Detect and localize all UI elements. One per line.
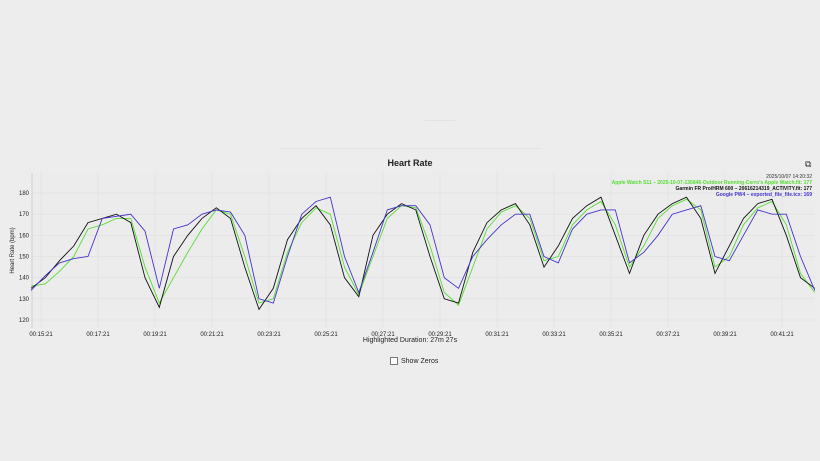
legend-header: 2025/10/07 14:20:32	[766, 174, 812, 180]
chart-title: Heart Rate	[387, 158, 433, 168]
series-line-2	[30, 196, 816, 311]
y-tick-label: 150	[19, 255, 30, 261]
legend-entry: Garmin FR Pro/HRM 600 – 20616214319_ACTI…	[676, 186, 813, 192]
x-tick-label: 00:35:21	[599, 332, 623, 338]
x-tick-label: 00:17:21	[86, 332, 110, 338]
y-tick-label: 160	[19, 233, 30, 239]
series-line-3	[30, 196, 816, 304]
divider	[425, 120, 455, 121]
highlighted-duration: Highlighted Duration: 27m 27s	[362, 337, 458, 344]
divider	[280, 148, 540, 149]
show-zeros-checkbox[interactable]: Show Zeros	[390, 357, 438, 365]
x-tick-label: 00:33:21	[542, 332, 566, 338]
show-zeros-label: Show Zeros	[401, 357, 439, 365]
heart-rate-chart: 120 130 140 150 160 170 180 00:15:21 00:17:21 00:…	[10, 173, 816, 338]
legend-entry: Apple Watch S11 – 2025-10-07-135846-Outd…	[612, 180, 813, 186]
y-tick-label: 180	[19, 191, 30, 197]
export-icon[interactable]: ⧉	[805, 159, 812, 169]
x-tick-label: 00:29:21	[428, 332, 452, 338]
plot-area	[32, 173, 815, 328]
x-tick-label: 00:31:21	[485, 332, 509, 338]
y-tick-label: 170	[19, 212, 30, 218]
x-tick-label: 00:27:21	[371, 332, 395, 338]
x-tick-label: 00:39:21	[713, 332, 737, 338]
x-tick-label: 00:25:21	[314, 332, 338, 338]
legend-entry: Google PW4 – exported_file_file.tcx: 169	[716, 192, 812, 198]
y-tick-label: 120	[19, 318, 30, 324]
x-tick-label: 00:19:21	[143, 332, 167, 338]
y-tick-label: 130	[19, 297, 30, 303]
x-tick-label: 00:15:21	[29, 332, 53, 338]
y-tick-label: 140	[19, 276, 30, 282]
y-axis-label: Heart Rate (bpm)	[10, 227, 16, 273]
x-tick-label: 00:21:21	[200, 332, 224, 338]
checkbox-icon[interactable]	[390, 357, 398, 365]
x-tick-label: 00:23:21	[257, 332, 281, 338]
x-tick-label: 00:37:21	[656, 332, 680, 338]
x-tick-label: 00:41:21	[770, 332, 794, 338]
